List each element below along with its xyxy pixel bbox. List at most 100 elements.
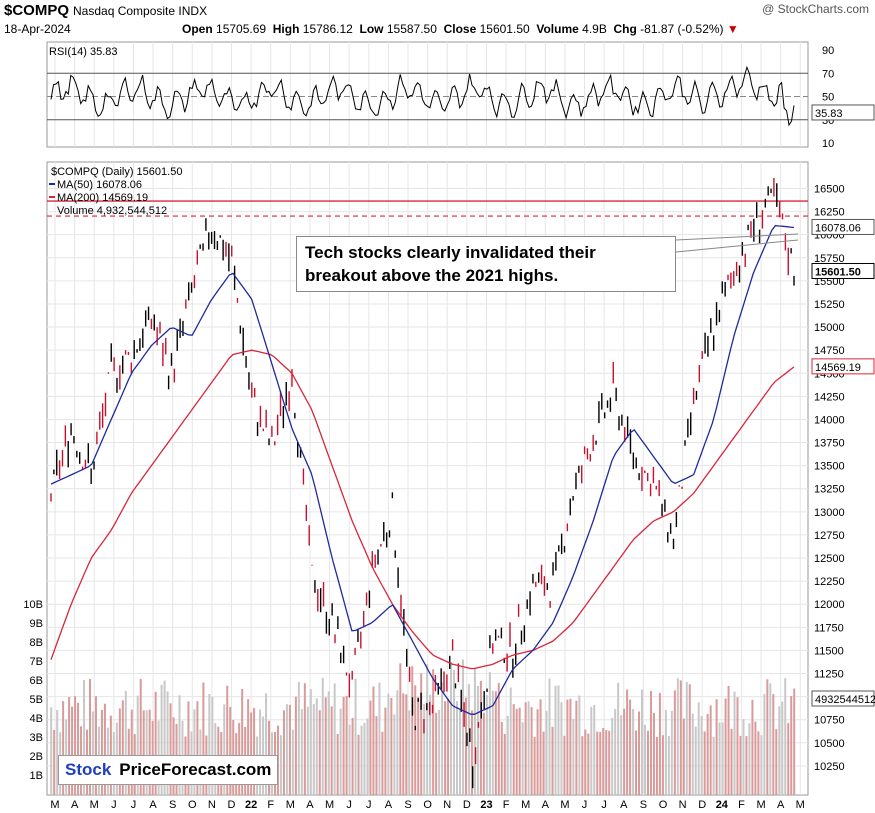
price-tick-label: 16250 [814, 207, 845, 219]
volume-bar [596, 731, 599, 795]
ma50-legend: MA(50) 16078.06 [57, 179, 142, 191]
callout-leader [675, 233, 799, 241]
price-tick-label: 10250 [814, 761, 845, 773]
brand-watermark[interactable]: Stock PriceForecast.com [58, 755, 279, 785]
volume-bar [142, 710, 145, 795]
volume-bar [375, 716, 378, 795]
x-tick-label: F [738, 799, 745, 811]
volume-bar [321, 677, 324, 795]
volume-tick-label: 5B [30, 694, 43, 706]
volume-bar [288, 704, 291, 795]
volume-bar [491, 690, 494, 795]
brand-priceforecast: PriceForecast.com [119, 760, 272, 779]
x-tick-label: J [601, 799, 607, 811]
volume-bar [241, 688, 244, 795]
volume-bar [163, 680, 166, 795]
price-tick-label: 15250 [814, 299, 845, 311]
volume-bar [667, 735, 670, 795]
ma200-value-tag: 14569.19 [815, 362, 861, 374]
x-tick-label: D [698, 799, 706, 811]
volume-bar [339, 708, 342, 795]
volume-bar [250, 712, 253, 795]
volume-bar [333, 683, 336, 795]
price-tick-label: 15750 [814, 253, 845, 265]
volume-bar [354, 678, 357, 795]
callout-line-1: Tech stocks clearly invalidated their [305, 243, 596, 262]
volume-bar [309, 689, 312, 795]
x-tick-label: N [443, 799, 451, 811]
volume-bar [635, 730, 638, 795]
volume-bar [587, 733, 590, 795]
high-label: High [272, 22, 300, 36]
x-tick-label: A [71, 799, 79, 811]
volume-bar [760, 735, 763, 795]
volume-bar [103, 703, 106, 795]
ma50-value-tag: 16078.06 [815, 222, 861, 234]
volume-bar [485, 695, 488, 795]
volume-bar [694, 726, 697, 795]
price-tick-label: 12000 [814, 599, 845, 611]
volume-bar [685, 681, 688, 795]
volume-bar [566, 699, 569, 795]
x-tick-label: J [111, 799, 117, 811]
volume-legend: Volume 4,932,544,512 [57, 205, 167, 217]
volume-bar [557, 685, 560, 795]
low-label: Low [359, 22, 384, 36]
price-tick-label: 14750 [814, 345, 845, 357]
price-tick-label: 13000 [814, 507, 845, 519]
chg-label: Chg [613, 22, 637, 36]
volume-bar [324, 697, 327, 795]
volume-bar [139, 678, 142, 795]
volume-bar [291, 729, 294, 795]
close-label: Close [443, 22, 477, 36]
x-tick-label: O [659, 799, 668, 811]
x-tick-label: N [208, 799, 216, 811]
volume-bar [611, 718, 614, 795]
volume-bar [444, 701, 447, 795]
volume-bar [360, 725, 363, 795]
high-value: 15786.12 [302, 22, 353, 36]
volume-bar [602, 728, 605, 795]
volume-bar [318, 710, 321, 795]
volume-bar [509, 687, 512, 795]
volume-bar [700, 716, 703, 795]
volume-bar [124, 690, 127, 795]
volume-bar [83, 679, 86, 795]
volume-label: Volume [536, 22, 579, 36]
volume-bar [473, 667, 476, 795]
x-tick-label: A [777, 799, 785, 811]
x-tick-label: D [463, 799, 471, 811]
volume-bar [88, 678, 91, 795]
x-tick-label: A [385, 799, 393, 811]
price-legend: $COMPQ (Daily) 15601.50 [51, 166, 182, 178]
close-value-tag-box [811, 262, 875, 279]
volume-bar [432, 669, 435, 795]
volume-bar [766, 679, 769, 795]
volume-bar [521, 722, 524, 795]
volume-bar [646, 730, 649, 795]
volume-value: 4.9B [582, 22, 607, 36]
volume-bar [378, 682, 381, 795]
x-tick-label: F [503, 799, 510, 811]
volume-bar [599, 732, 602, 795]
chart-title: $COMPQ Nasdaq Composite INDX [4, 2, 207, 19]
volume-bar [303, 683, 306, 795]
x-tick-label: J [131, 799, 137, 811]
volume-bar [569, 698, 572, 795]
volume-bar [467, 684, 470, 795]
volume-bar [748, 723, 751, 795]
volume-bar [342, 696, 345, 795]
volume-bar [100, 709, 103, 795]
volume-value-tag: 4932544512 [815, 694, 875, 706]
rsi-tick-label: 90 [822, 45, 834, 57]
volume-bar [632, 709, 635, 795]
volume-bar [581, 736, 584, 795]
stockcharts-credit[interactable]: @ StockCharts.com [762, 2, 869, 16]
price-tick-label: 10500 [814, 738, 845, 750]
volume-bar [327, 691, 330, 795]
volume-bar [590, 706, 593, 795]
x-tick-label: A [149, 799, 157, 811]
rsi-tick-label: 10 [822, 138, 834, 150]
rsi-value-tag: 35.83 [815, 108, 843, 120]
